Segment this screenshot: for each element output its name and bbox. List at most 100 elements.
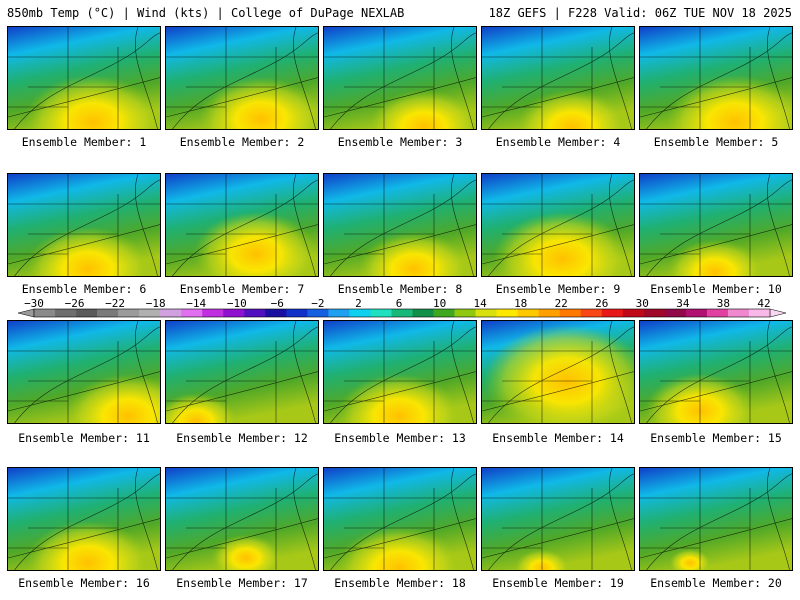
ensemble-member-label: Ensemble Member: 10	[650, 282, 782, 296]
ensemble-member-label: Ensemble Member: 17	[176, 576, 308, 590]
colorbar-swatch	[76, 309, 98, 317]
colorbar-max-arrow	[769, 308, 787, 318]
ensemble-member-map	[639, 320, 793, 424]
colorbar-min-arrow	[17, 308, 35, 318]
ensemble-member-map	[481, 173, 635, 277]
colorbar-swatch	[139, 309, 161, 317]
ensemble-member-label: Ensemble Member: 14	[492, 431, 624, 445]
colorbar-tick-label: −26	[65, 297, 85, 310]
ensemble-member-map	[323, 26, 477, 130]
colorbar-swatch	[622, 309, 645, 317]
ensemble-member-map	[323, 320, 477, 424]
ensemble-member-label: Ensemble Member: 2	[179, 135, 305, 149]
colorbar-tick-label: −6	[271, 297, 284, 310]
colorbar-swatch	[454, 309, 476, 317]
ensemble-member-map	[7, 173, 161, 277]
ensemble-member-label: Ensemble Member: 1	[21, 135, 147, 149]
ensemble-member-label: Ensemble Member: 19	[492, 576, 624, 590]
colorbar-swatch	[307, 309, 329, 317]
colorbar-swatch	[34, 309, 56, 317]
colorbar-swatch	[580, 309, 603, 317]
ensemble-member-label: Ensemble Member: 11	[18, 431, 150, 445]
ensemble-member-label: Ensemble Member: 6	[21, 282, 147, 296]
temperature-colorbar: −30 −26 −22 −18 −14 −10 −6 −2 2 6 10 14 18 22 26 30 34 38…	[17, 297, 787, 318]
colorbar-swatch	[685, 309, 708, 317]
colorbar-swatch	[433, 309, 455, 317]
ensemble-member-map	[481, 467, 635, 571]
colorbar-tick-label: 34	[676, 297, 690, 310]
colorbar-swatch	[55, 309, 77, 317]
colorbar-swatch	[517, 309, 539, 317]
colorbar-swatch	[118, 309, 140, 317]
colorbar-tick-label: 14	[473, 297, 487, 310]
colorbar-swatch	[286, 309, 308, 317]
colorbar-swatch	[265, 309, 287, 317]
colorbar-swatch	[706, 309, 729, 317]
colorbar-swatch	[160, 309, 182, 317]
colorbar-swatch	[664, 309, 687, 317]
ensemble-member-label: Ensemble Member: 9	[495, 282, 621, 296]
colorbar-swatch	[748, 309, 771, 317]
ensemble-member-label: Ensemble Member: 13	[334, 431, 466, 445]
ensemble-member-map	[165, 320, 319, 424]
ensemble-member-map	[7, 467, 161, 571]
colorbar-tick-label: 18	[514, 297, 527, 310]
ensemble-member-map	[323, 467, 477, 571]
ensemble-member-map	[7, 26, 161, 130]
colorbar-tick-label: 6	[396, 297, 403, 310]
colorbar-swatch	[370, 309, 392, 317]
colorbar-swatch	[223, 309, 245, 317]
ensemble-member-label: Ensemble Member: 3	[337, 135, 463, 149]
colorbar-swatch	[496, 309, 518, 317]
colorbar-swatch	[601, 309, 624, 317]
ensemble-member-label: Ensemble Member: 20	[650, 576, 782, 590]
ensemble-member-map	[165, 173, 319, 277]
colorbar-tick-label: 38	[717, 297, 730, 310]
ensemble-member-map	[165, 467, 319, 571]
colorbar-swatch	[244, 309, 266, 317]
ensemble-member-label: Ensemble Member: 16	[18, 576, 150, 590]
colorbar-tick-label: −18	[146, 297, 166, 310]
colorbar-swatch	[202, 309, 224, 317]
ensemble-member-label: Ensemble Member: 7	[179, 282, 305, 296]
colorbar-swatch	[412, 309, 434, 317]
ensemble-member-label: Ensemble Member: 12	[176, 431, 308, 445]
model-valid-time: 18Z GEFS | F228 Valid: 06Z TUE NOV 18 20…	[488, 6, 792, 20]
colorbar-tick-label: −30	[24, 297, 44, 310]
ensemble-member-map	[165, 26, 319, 130]
colorbar-border	[33, 308, 771, 318]
colorbar-swatch	[475, 309, 497, 317]
ensemble-member-map	[639, 467, 793, 571]
colorbar-tick-label: −2	[311, 297, 324, 310]
map-title: 850mb Temp (°C) | Wind (kts) | College o…	[7, 6, 405, 20]
ensemble-member-map	[639, 173, 793, 277]
ensemble-member-label: Ensemble Member: 5	[653, 135, 779, 149]
colorbar-tick-label: −14	[186, 297, 206, 310]
ensemble-member-label: Ensemble Member: 4	[495, 135, 621, 149]
colorbar-swatch	[559, 309, 582, 317]
ensemble-member-label: Ensemble Member: 8	[337, 282, 463, 296]
ensemble-member-map	[7, 320, 161, 424]
colorbar-swatch	[391, 309, 413, 317]
colorbar-swatch	[349, 309, 371, 317]
ensemble-member-label: Ensemble Member: 15	[650, 431, 782, 445]
colorbar-swatch	[181, 309, 203, 317]
colorbar-tick-label: −10	[227, 297, 247, 310]
colorbar-tick-label: −22	[105, 297, 125, 310]
colorbar-tick-label: 2	[355, 297, 362, 310]
ensemble-member-map	[323, 173, 477, 277]
colorbar-swatch	[328, 309, 350, 317]
ensemble-member-map	[481, 26, 635, 130]
colorbar-swatch	[727, 309, 750, 317]
colorbar-tick-label: 26	[595, 297, 608, 310]
colorbar-tick-label: 10	[433, 297, 446, 310]
colorbar-tick-label: 22	[555, 297, 568, 310]
colorbar-swatch	[643, 309, 666, 317]
colorbar-swatch	[538, 309, 561, 317]
colorbar-tick-label: 42	[757, 297, 770, 310]
colorbar-swatch	[97, 309, 119, 317]
ensemble-member-label: Ensemble Member: 18	[334, 576, 466, 590]
ensemble-member-map	[481, 320, 635, 424]
colorbar-tick-label: 30	[636, 297, 649, 310]
ensemble-member-map	[639, 26, 793, 130]
